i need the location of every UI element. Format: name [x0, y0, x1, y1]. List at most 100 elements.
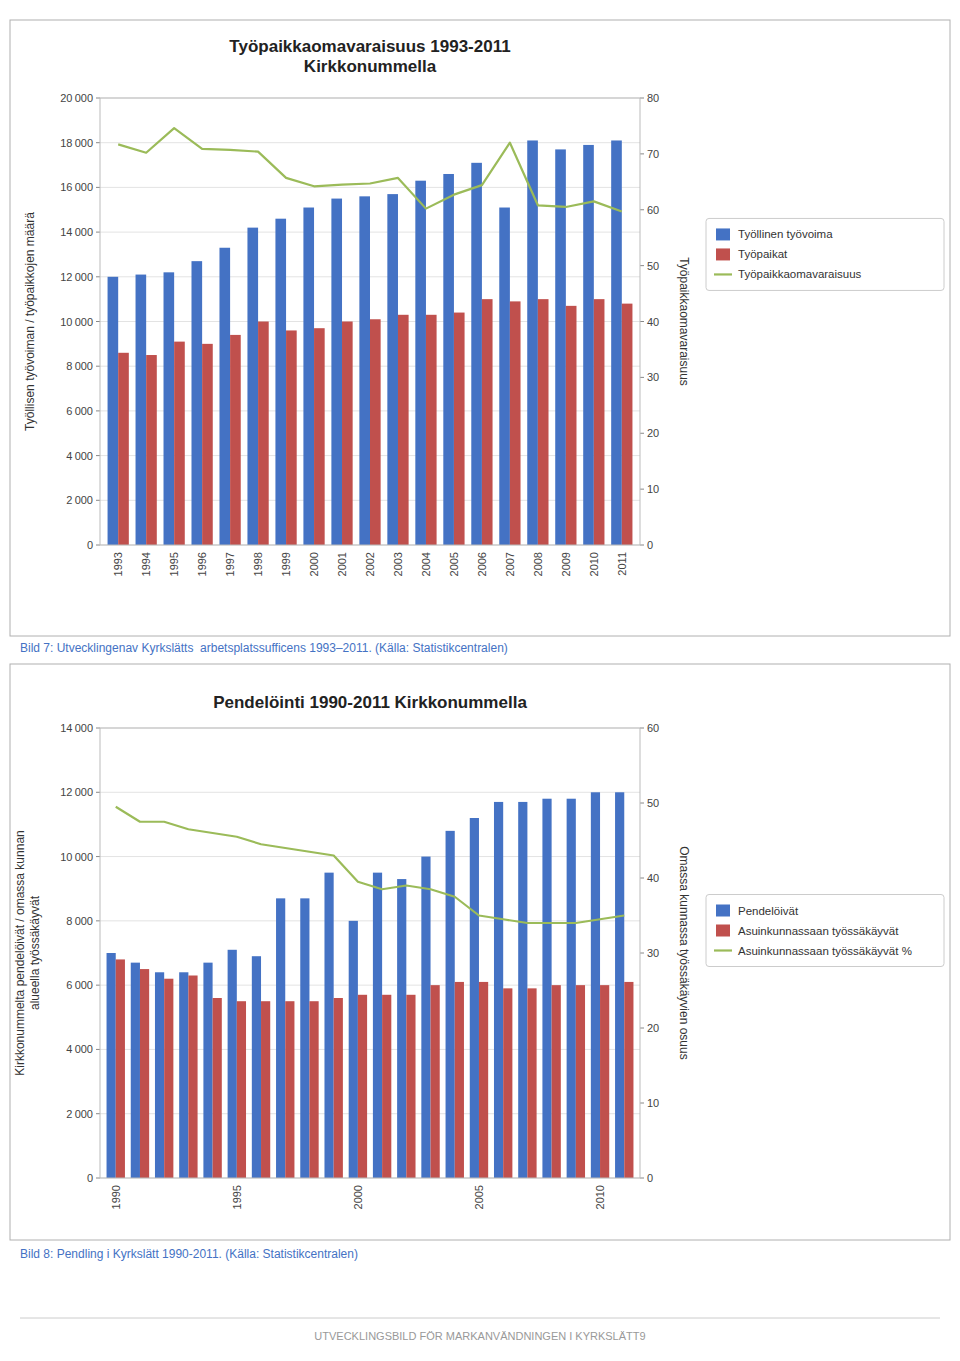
- bar: [261, 1001, 270, 1178]
- line: [118, 128, 622, 211]
- y2-tick-label: 50: [647, 797, 659, 809]
- y-axis-label: Kirkkonummelta pendelöivät / omassa kunn…: [13, 830, 42, 1075]
- y2-tick: [640, 1103, 644, 1104]
- legend-box: [706, 895, 944, 967]
- bar: [583, 145, 594, 545]
- bar: [331, 199, 342, 545]
- bar: [203, 963, 212, 1178]
- grid-line: [100, 792, 640, 793]
- bar: [314, 328, 325, 545]
- x-tick-label: 2007: [504, 552, 516, 576]
- grid-line: [100, 920, 640, 921]
- legend-swatch: [716, 228, 730, 240]
- x-tick-label: 2010: [588, 552, 600, 576]
- y2-tick-label: 50: [647, 260, 659, 272]
- bar: [542, 799, 551, 1178]
- bar: [446, 831, 455, 1178]
- title-line: Pendelöinti 1990-2011 Kirkkonummella: [213, 693, 527, 712]
- bar: [116, 959, 125, 1178]
- bar: [146, 355, 157, 545]
- y2-tick-label: 0: [647, 1172, 653, 1184]
- y-tick: [96, 920, 100, 921]
- page: Työpaikkaomavaraisuus 1993-2011Kirkkonum…: [0, 0, 960, 1361]
- y2-tick: [640, 153, 644, 154]
- y2-tick-label: 30: [647, 371, 659, 383]
- legend-swatch: [714, 273, 732, 275]
- title-line: Kirkkonummella: [304, 57, 437, 76]
- x-tick-label: 2000: [308, 552, 320, 576]
- y-tick-label: 0: [87, 1172, 93, 1184]
- bar: [622, 304, 633, 545]
- x-tick-label: 2010: [594, 1185, 606, 1209]
- y-tick-label: 14 000: [60, 226, 93, 238]
- y-tick-label: 4 000: [66, 1043, 93, 1055]
- x-tick-label: 1995: [168, 552, 180, 576]
- y2-tick: [640, 545, 644, 546]
- legend-label: Työpaikat: [738, 248, 788, 260]
- y2-tick-label: 10: [647, 1097, 659, 1109]
- y-tick: [96, 366, 100, 367]
- legend-label: Työllinen työvoima: [738, 228, 833, 240]
- y-tick-label: 2 000: [66, 494, 93, 506]
- bar: [140, 969, 149, 1178]
- y-tick: [96, 410, 100, 411]
- bar: [213, 998, 222, 1178]
- bar: [600, 985, 609, 1178]
- legend-swatch: [716, 248, 730, 260]
- y-tick-label: 14 000: [60, 722, 93, 734]
- y-tick: [96, 1178, 100, 1179]
- y2-tick-label: 70: [647, 148, 659, 160]
- bar: [164, 979, 173, 1178]
- y-tick-label: 20 000: [60, 92, 93, 104]
- bar: [334, 998, 343, 1178]
- bar: [538, 299, 549, 545]
- legend-label: Pendelöivät: [738, 905, 799, 917]
- bar: [136, 275, 147, 545]
- chart-title: Pendelöinti 1990-2011 Kirkkonummella: [213, 693, 527, 712]
- bar: [188, 976, 197, 1179]
- legend: Työllinen työvoimaTyöpaikatTyöpaikkaomav…: [706, 218, 944, 290]
- y-axis-label-line: alueella työssäkäyvät: [28, 895, 42, 1010]
- bar: [576, 985, 585, 1178]
- legend-swatch: [716, 925, 730, 937]
- y-tick-label: 10 000: [60, 316, 93, 328]
- legend-swatch: [714, 949, 732, 951]
- y-tick-label: 8 000: [66, 915, 93, 927]
- caption: Bild 8: Pendling i Kyrkslätt 1990-2011. …: [20, 1247, 358, 1261]
- y-tick: [96, 1049, 100, 1050]
- y-tick-label: 2 000: [66, 1108, 93, 1120]
- x-tick-label: 2011: [616, 552, 628, 576]
- y2-tick-label: 20: [647, 427, 659, 439]
- bar: [443, 174, 454, 545]
- y2-tick-label: 60: [647, 204, 659, 216]
- y-tick: [96, 187, 100, 188]
- bar: [228, 950, 237, 1178]
- y2-tick: [640, 803, 644, 804]
- bar: [286, 330, 297, 545]
- legend: PendelöivätAsuinkunnassaan työssäkäyvätA…: [706, 895, 944, 967]
- y-tick-label: 8 000: [66, 360, 93, 372]
- x-tick-label: 2004: [420, 552, 432, 576]
- x-tick-label: 2002: [364, 552, 376, 576]
- y-tick-label: 12 000: [60, 786, 93, 798]
- bar: [370, 319, 381, 545]
- chart-frame: [10, 20, 950, 636]
- bar: [107, 953, 116, 1178]
- y2-tick: [640, 98, 644, 99]
- x-tick-label: 1994: [140, 552, 152, 576]
- legend-label: Asuinkunnassaan työssäkäyvät: [738, 925, 899, 937]
- plot-frame: [100, 728, 640, 1178]
- bar: [179, 972, 188, 1178]
- bar: [276, 898, 285, 1178]
- bar: [455, 982, 464, 1178]
- bar: [131, 963, 140, 1178]
- bar: [591, 792, 600, 1178]
- bar: [482, 299, 493, 545]
- plot-marks: [107, 792, 634, 1178]
- x-tick-label: 1998: [252, 552, 264, 576]
- bar: [219, 248, 230, 545]
- x-tick-label: 2005: [473, 1185, 485, 1209]
- y-tick: [96, 232, 100, 233]
- bar: [342, 322, 353, 546]
- bar: [324, 873, 333, 1178]
